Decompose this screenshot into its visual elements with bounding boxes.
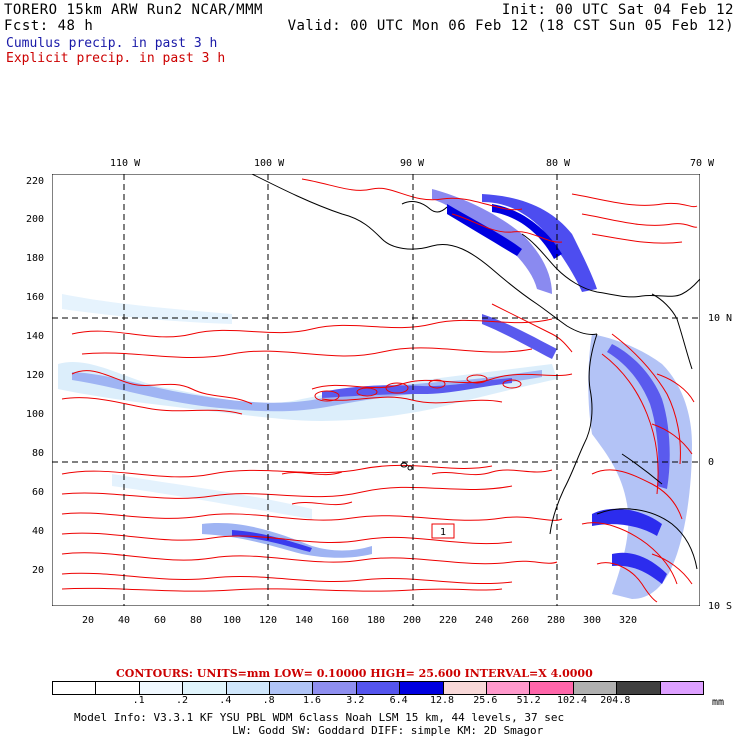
y-tick: 180 <box>26 253 45 264</box>
colorbar-segment <box>617 682 661 694</box>
x-tick: 80 <box>190 615 203 626</box>
colorbar-tick-label: 3.2 <box>346 695 365 706</box>
y-tick: 160 <box>26 292 45 303</box>
header-init-time: Init: 00 UTC Sat 04 Feb 12 <box>501 2 734 18</box>
x-tick: 260 <box>511 615 530 626</box>
header-run-info: TORERO 15km ARW Run2 NCAR/MMM <box>4 2 263 18</box>
lon-label-110w: 110 W <box>110 158 141 169</box>
colorbar-tick-label: 204.8 <box>600 695 631 706</box>
colorbar-tick-label: .1 <box>132 695 145 706</box>
colorbar-segment <box>356 682 401 694</box>
x-tick: 180 <box>367 615 386 626</box>
colorbar-segment <box>226 682 271 694</box>
legend-explicit: Explicit precip. in past 3 h <box>6 51 226 66</box>
y-tick: 40 <box>32 526 45 537</box>
x-tick: 20 <box>82 615 95 626</box>
x-tick: 280 <box>547 615 566 626</box>
footer-model-info: Model Info: V3.3.1 KF YSU PBL WDM 6class… <box>74 711 565 724</box>
colorbar-labels: .1 .2 .4 .8 1.6 3.2 6.4 12.8 25.6 51.2 102.4 204.8 <box>52 695 702 707</box>
x-tick: 120 <box>259 615 278 626</box>
colorbar-segment <box>530 682 574 694</box>
colorbar-segment <box>270 682 314 694</box>
colorbar-tick-label: 51.2 <box>516 695 541 706</box>
x-tick: 60 <box>154 615 167 626</box>
lon-label-90w: 90 W <box>400 158 425 169</box>
colorbar-segment <box>53 682 97 694</box>
header-forecast-hour: Fcst: 48 h <box>4 18 94 34</box>
colorbar-segment <box>139 682 184 694</box>
y-tick: 220 <box>26 176 45 187</box>
y-tick: 100 <box>26 409 45 420</box>
x-tick: 40 <box>118 615 131 626</box>
precip-colorbar <box>52 681 704 695</box>
colorbar-segment <box>660 682 704 694</box>
colorbar-segment <box>183 682 227 694</box>
precipitation-map: 1 <box>52 174 700 606</box>
colorbar-tick-label: 102.4 <box>556 695 588 706</box>
colorbar-segment <box>573 682 618 694</box>
lon-label-80w: 80 W <box>546 158 571 169</box>
map-contour-label: 1 <box>440 527 446 538</box>
x-tick: 320 <box>619 615 638 626</box>
coastlines <box>251 174 700 570</box>
x-tick: 100 <box>223 615 242 626</box>
colorbar-segment <box>96 682 140 694</box>
x-tick: 200 <box>403 615 422 626</box>
colorbar-segment <box>443 682 488 694</box>
colorbar-unit: mm <box>712 697 725 708</box>
lon-label-70w: 70 W <box>690 158 715 169</box>
colorbar-tick-label: 25.6 <box>473 695 498 706</box>
colorbar-tick-label: 12.8 <box>429 695 455 706</box>
lon-label-100w: 100 W <box>254 158 285 169</box>
colorbar-tick-label: .4 <box>219 695 232 706</box>
lat-label-10s: 10 S <box>708 601 733 612</box>
x-tick: 240 <box>475 615 494 626</box>
lat-label-0: 0 <box>708 457 715 468</box>
x-tick: 160 <box>331 615 350 626</box>
x-tick: 140 <box>295 615 314 626</box>
colorbar-tick-label: .2 <box>175 695 189 706</box>
latlon-grid <box>52 174 700 606</box>
colorbar-tick-label: 6.4 <box>389 695 408 706</box>
explicit-precip-contours <box>61 178 698 603</box>
header-valid-time: Valid: 00 UTC Mon 06 Feb 12 (18 CST Sun … <box>287 18 734 34</box>
lat-label-10n: 10 N <box>708 313 733 324</box>
colorbar-tick-label: 1.6 <box>302 695 322 706</box>
contours-info: CONTOURS: UNITS=mm LOW= 0.10000 HIGH= 25… <box>116 667 593 680</box>
colorbar-segment <box>400 682 444 694</box>
y-tick: 80 <box>32 448 45 459</box>
colorbar-tick-label: .8 <box>262 695 275 706</box>
colorbar-segment <box>313 682 357 694</box>
x-tick: 220 <box>439 615 458 626</box>
colorbar-segment <box>487 682 531 694</box>
legend-cumulus: Cumulus precip. in past 3 h <box>6 36 218 51</box>
y-tick: 200 <box>26 214 45 225</box>
y-tick: 20 <box>32 565 45 576</box>
x-tick: 300 <box>583 615 602 626</box>
y-tick: 140 <box>26 331 45 342</box>
y-tick: 120 <box>26 370 45 381</box>
y-tick: 60 <box>32 487 45 498</box>
footer-physics-info: LW: Godd SW: Goddard DIFF: simple KM: 2D… <box>232 724 544 737</box>
